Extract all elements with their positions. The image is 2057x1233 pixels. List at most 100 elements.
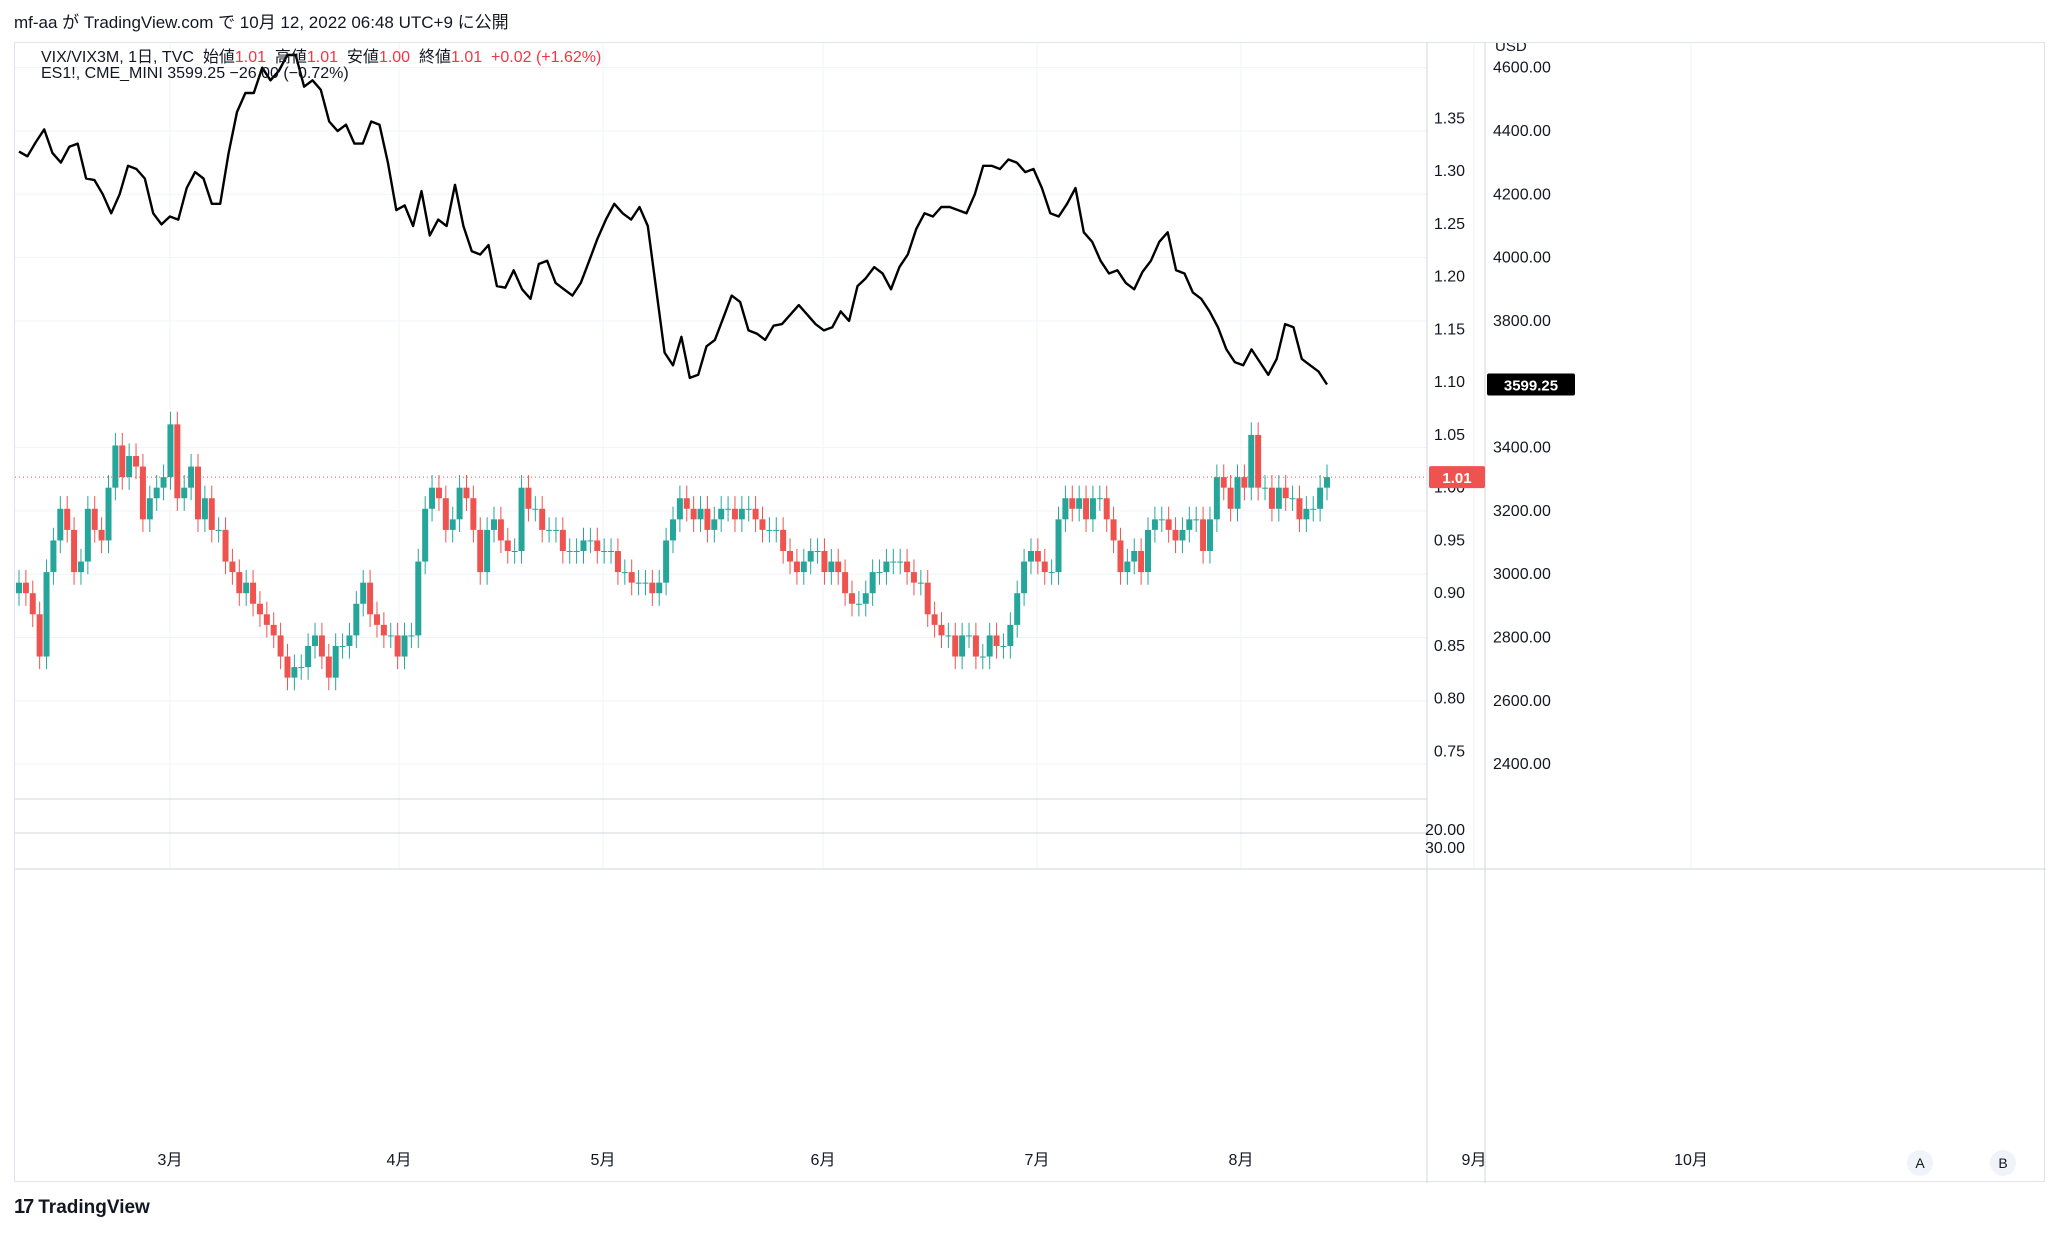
candle-body xyxy=(738,508,745,520)
candle-body xyxy=(1007,624,1014,646)
candle-body xyxy=(1193,519,1200,521)
candle-body xyxy=(904,561,911,573)
candle-body xyxy=(1262,487,1269,489)
usd-tick-label: 4200.00 xyxy=(1493,186,1551,203)
candle-body xyxy=(814,551,821,552)
candle-body xyxy=(924,582,931,615)
candle-body xyxy=(731,508,738,520)
candle-body xyxy=(986,635,993,657)
candle-body xyxy=(1103,498,1110,520)
legend-open-value: 1.01 xyxy=(234,49,266,66)
candle-body xyxy=(463,487,470,499)
candle-body xyxy=(800,561,807,573)
legend-close-value: 1.01 xyxy=(450,49,483,66)
candle-body xyxy=(497,519,504,541)
legend-high-label: 高値 xyxy=(274,49,307,66)
candle-body xyxy=(979,656,986,658)
candle-body xyxy=(449,519,456,530)
candle-body xyxy=(608,551,615,552)
candle-body xyxy=(312,635,319,646)
candle-body xyxy=(16,582,22,594)
es-price-tag-label: 3599.25 xyxy=(1504,377,1558,394)
candle-body xyxy=(1179,529,1186,541)
chart-svg[interactable]: 4600.00 4400.00 4200.00 4000.00 3800.00 3400.… xyxy=(15,43,2046,1183)
ratio-tick-label: 0.80 xyxy=(1434,691,1465,708)
candle-body xyxy=(897,561,904,563)
candle-body xyxy=(236,572,243,594)
candle-body xyxy=(1165,519,1172,530)
candle-body xyxy=(57,508,64,541)
candle-body xyxy=(683,498,690,509)
auto-scale-button[interactable]: A xyxy=(1907,1150,1933,1176)
candle-body xyxy=(360,582,367,604)
candle-body xyxy=(298,667,305,669)
candle-body xyxy=(938,624,945,636)
candle-body xyxy=(917,582,924,584)
ratio-tick-label: 1.30 xyxy=(1434,163,1465,180)
candle-body xyxy=(663,540,670,583)
tradingview-logo: 17 TradingView xyxy=(14,1196,150,1219)
scale-toggle-button[interactable]: B xyxy=(1990,1150,2016,1176)
candle-body xyxy=(1289,498,1296,500)
candle-body xyxy=(105,487,112,541)
candle-body xyxy=(50,540,57,573)
candle-body xyxy=(1227,487,1234,509)
candle-body xyxy=(1282,487,1289,499)
candle-body xyxy=(339,645,346,647)
legend-symbol: VIX/VIX3M, 1日, TVC xyxy=(41,49,194,66)
candle-body xyxy=(146,498,153,520)
candle-body xyxy=(353,603,360,636)
candle-body xyxy=(573,551,580,552)
candle-body xyxy=(243,582,250,594)
candle-body xyxy=(745,508,752,510)
candle-body xyxy=(43,572,50,657)
candle-body xyxy=(91,508,98,530)
candle-body xyxy=(1234,477,1241,509)
ratio-tick-label: 1.10 xyxy=(1434,374,1465,391)
ratio-price-tag-label: 1.01 xyxy=(1442,470,1471,487)
candle-body xyxy=(511,551,518,552)
ratio-tick-label: 0.75 xyxy=(1434,744,1465,761)
candle-body xyxy=(855,603,862,605)
usd-tick-label: 2800.00 xyxy=(1493,630,1551,647)
candle-body xyxy=(848,593,855,604)
tradingview-mark-icon: 17 xyxy=(14,1196,34,1218)
candle-body xyxy=(1172,529,1179,541)
candle-body xyxy=(1241,477,1248,488)
legend-low-value: 1.00 xyxy=(378,49,411,66)
usd-tick-label: 3800.00 xyxy=(1493,313,1551,330)
candle-body xyxy=(71,529,78,573)
candle-body xyxy=(1062,498,1069,520)
candle-body xyxy=(766,529,773,531)
candle-body xyxy=(1268,487,1275,509)
candle-body xyxy=(126,456,133,478)
candle-body xyxy=(1206,519,1213,551)
es-line xyxy=(18,53,1329,386)
legend-line-2: ES1!, CME_MINI 3599.25 −26.00 (−0.72%) xyxy=(41,65,349,82)
candle-body xyxy=(704,508,711,530)
candle-body xyxy=(649,582,656,594)
candle-body xyxy=(1083,498,1090,520)
candle-body xyxy=(346,635,353,646)
candle-body xyxy=(1048,572,1055,574)
legend-open-label: 始値 xyxy=(202,49,235,66)
candle-body xyxy=(133,456,140,467)
candle-body xyxy=(676,498,683,520)
candle-body xyxy=(1200,519,1207,551)
candle-body xyxy=(642,582,649,584)
candle-body xyxy=(318,635,325,657)
ratio-tick-label: 1.15 xyxy=(1434,321,1465,338)
month-label: 4月 xyxy=(387,1152,412,1169)
candle-body xyxy=(952,635,959,657)
candle-body xyxy=(250,582,257,604)
candle-body xyxy=(1027,551,1034,562)
candle-body xyxy=(862,593,869,604)
chart-frame[interactable]: 4600.00 4400.00 4200.00 4000.00 3800.00 3400.… xyxy=(14,42,2046,1183)
candle-body xyxy=(119,445,126,478)
candle-body xyxy=(1158,519,1165,521)
candle-body xyxy=(1296,498,1303,520)
candle-body xyxy=(1041,561,1048,573)
footer-brand: TradingView xyxy=(38,1196,150,1218)
candle-body xyxy=(415,561,422,636)
candle-body xyxy=(525,487,532,509)
